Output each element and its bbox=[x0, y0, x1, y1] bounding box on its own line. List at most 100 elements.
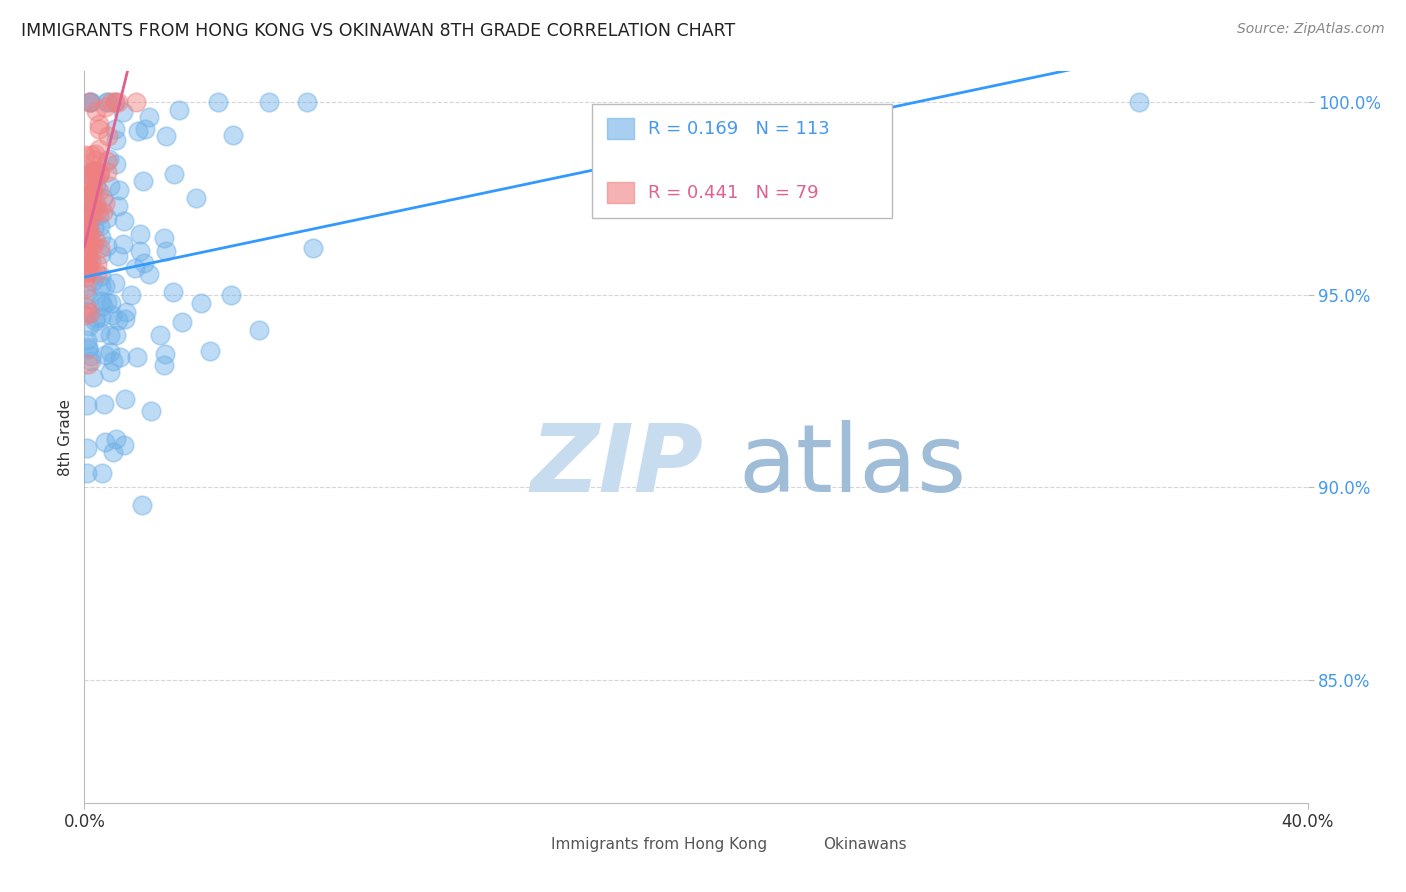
Point bbox=[98, 178, 121, 193]
Point bbox=[302, 241, 325, 255]
Point bbox=[79, 253, 101, 268]
Point bbox=[77, 292, 100, 306]
Text: R = 0.441   N = 79: R = 0.441 N = 79 bbox=[648, 184, 818, 202]
Point bbox=[86, 266, 108, 280]
Point bbox=[82, 274, 104, 288]
Point bbox=[77, 342, 100, 356]
Point bbox=[83, 164, 105, 178]
Point bbox=[84, 162, 107, 177]
Point bbox=[170, 315, 193, 329]
Point bbox=[79, 263, 101, 277]
Point bbox=[86, 257, 108, 271]
Point bbox=[83, 171, 105, 186]
Point bbox=[96, 95, 118, 110]
FancyBboxPatch shape bbox=[519, 837, 538, 853]
Point bbox=[75, 220, 97, 235]
Point bbox=[84, 178, 107, 193]
Text: Source: ZipAtlas.com: Source: ZipAtlas.com bbox=[1237, 22, 1385, 37]
Point bbox=[101, 308, 124, 322]
Point bbox=[79, 251, 101, 265]
Point bbox=[79, 188, 101, 202]
Point bbox=[77, 219, 100, 233]
Point bbox=[90, 269, 112, 284]
Point bbox=[103, 95, 125, 110]
Point bbox=[79, 95, 101, 110]
Point bbox=[87, 168, 110, 182]
Point bbox=[222, 128, 245, 142]
Point bbox=[76, 246, 98, 260]
Point bbox=[89, 142, 111, 156]
Point bbox=[87, 167, 110, 181]
Point bbox=[94, 348, 117, 362]
Point bbox=[80, 148, 103, 162]
Point bbox=[87, 202, 110, 217]
Point bbox=[94, 278, 117, 293]
Y-axis label: 8th Grade: 8th Grade bbox=[58, 399, 73, 475]
Point bbox=[83, 153, 105, 168]
Point bbox=[101, 354, 124, 368]
Point bbox=[128, 227, 150, 241]
Point bbox=[295, 95, 318, 110]
Point bbox=[115, 304, 138, 318]
Point bbox=[82, 184, 104, 198]
Point bbox=[82, 370, 104, 384]
Point bbox=[162, 285, 184, 299]
Point bbox=[97, 129, 120, 144]
Point bbox=[127, 124, 149, 138]
Point bbox=[186, 191, 208, 205]
Point bbox=[89, 219, 111, 233]
Point bbox=[100, 295, 122, 310]
Point bbox=[132, 256, 155, 270]
Point bbox=[77, 265, 100, 279]
Point bbox=[75, 256, 97, 270]
Point bbox=[155, 128, 177, 143]
Text: atlas: atlas bbox=[738, 420, 967, 512]
FancyBboxPatch shape bbox=[792, 837, 811, 853]
Text: Immigrants from Hong Kong: Immigrants from Hong Kong bbox=[551, 837, 766, 852]
Point bbox=[89, 166, 111, 180]
Point bbox=[79, 194, 101, 208]
Point bbox=[90, 310, 112, 325]
Point bbox=[84, 195, 107, 210]
Point bbox=[84, 169, 107, 183]
Point bbox=[77, 95, 100, 110]
Point bbox=[76, 357, 98, 371]
Point bbox=[75, 251, 97, 265]
Point bbox=[77, 318, 100, 333]
Point bbox=[90, 229, 112, 244]
Point bbox=[100, 95, 122, 110]
Point bbox=[128, 244, 150, 258]
Point bbox=[75, 211, 97, 225]
FancyBboxPatch shape bbox=[606, 119, 634, 139]
Point bbox=[125, 95, 148, 110]
Point bbox=[127, 350, 149, 364]
Point bbox=[73, 256, 96, 270]
Point bbox=[75, 169, 97, 183]
Point bbox=[82, 183, 104, 197]
Point bbox=[75, 213, 97, 227]
Point bbox=[163, 167, 186, 181]
Point bbox=[90, 279, 112, 293]
Point bbox=[111, 237, 134, 252]
Point bbox=[98, 345, 121, 359]
Point bbox=[89, 208, 111, 222]
Text: IMMIGRANTS FROM HONG KONG VS OKINAWAN 8TH GRADE CORRELATION CHART: IMMIGRANTS FROM HONG KONG VS OKINAWAN 8T… bbox=[21, 22, 735, 40]
Point bbox=[257, 95, 280, 110]
FancyBboxPatch shape bbox=[592, 104, 891, 218]
Point bbox=[1128, 95, 1150, 110]
Point bbox=[90, 294, 112, 309]
Point bbox=[79, 95, 101, 110]
Point bbox=[114, 392, 136, 406]
Point bbox=[77, 249, 100, 263]
Point bbox=[77, 220, 100, 235]
Point bbox=[105, 432, 128, 446]
Point bbox=[149, 328, 172, 343]
Point bbox=[73, 309, 96, 323]
Point bbox=[79, 167, 101, 181]
Point bbox=[80, 164, 103, 178]
Point bbox=[76, 466, 98, 480]
Point bbox=[76, 191, 98, 205]
Point bbox=[96, 95, 118, 110]
Point bbox=[94, 196, 117, 211]
Point bbox=[79, 306, 101, 320]
